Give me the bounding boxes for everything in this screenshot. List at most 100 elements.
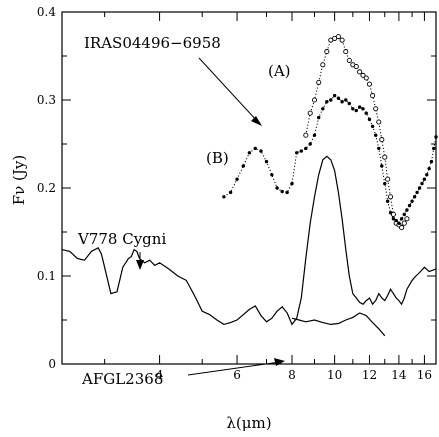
data-point-filled xyxy=(422,177,427,181)
data-point-filled xyxy=(361,107,365,111)
data-point-filled xyxy=(367,117,372,122)
data-point-open xyxy=(343,49,349,55)
data-point-open xyxy=(387,194,394,200)
data-point-open xyxy=(324,49,330,55)
data-point-open xyxy=(353,64,359,70)
data-point-filled xyxy=(397,221,401,225)
data-point-filled xyxy=(329,98,333,102)
data-point-filled xyxy=(275,186,279,190)
data-point-open xyxy=(307,110,313,116)
x-tick-label: 12 xyxy=(362,368,377,382)
data-point-open xyxy=(370,93,376,99)
data-point-open xyxy=(339,37,345,43)
series-line-1 xyxy=(291,312,386,337)
data-point-open xyxy=(357,69,363,75)
data-point-open xyxy=(379,137,385,143)
data-point-filled xyxy=(410,199,414,203)
data-point-filled xyxy=(380,164,384,168)
data-point-filled xyxy=(344,98,348,102)
data-point-filled xyxy=(285,190,289,195)
data-point-open xyxy=(360,72,366,78)
data-point-filled xyxy=(304,146,308,151)
data-point-filled xyxy=(391,217,396,221)
data-point-open xyxy=(376,119,382,125)
data-point-filled xyxy=(280,189,284,194)
y-tick-label: 0.1 xyxy=(37,269,56,283)
data-point-filled xyxy=(347,101,352,106)
data-point-filled xyxy=(321,107,325,111)
data-point-open xyxy=(401,220,407,226)
data-point-open xyxy=(346,57,352,63)
arrow-iras-head xyxy=(251,116,262,126)
x-tick-label: 16 xyxy=(417,368,432,382)
data-point-filled xyxy=(412,195,417,199)
data-point-filled xyxy=(228,190,233,195)
data-point-filled xyxy=(377,146,381,151)
data-point-open xyxy=(385,176,391,182)
data-point-filled xyxy=(290,181,294,186)
data-point-filled xyxy=(222,195,226,199)
data-point-filled xyxy=(407,203,412,208)
data-point-filled xyxy=(247,151,252,155)
data-point-open xyxy=(311,97,318,103)
data-point-filled xyxy=(405,208,409,212)
data-point-filled xyxy=(420,181,424,186)
x-tick-label: 8 xyxy=(288,368,296,382)
data-point-filled xyxy=(394,218,398,223)
data-point-filled xyxy=(295,151,299,155)
data-point-filled xyxy=(351,107,355,111)
data-point-filled xyxy=(336,96,341,100)
data-point-filled xyxy=(317,115,321,120)
data-point-open xyxy=(373,106,379,112)
series-layer xyxy=(61,34,438,337)
y-tick-label: 0.3 xyxy=(37,93,56,107)
y-axis-label: Fν (Jy) xyxy=(10,155,28,206)
data-point-filled xyxy=(434,135,438,139)
data-point-filled xyxy=(241,164,246,168)
arrow-v778-head xyxy=(136,260,144,270)
data-point-open xyxy=(399,225,405,231)
y-tick-label: 0.2 xyxy=(37,181,56,195)
data-point-filled xyxy=(425,173,429,177)
arrow-afgl xyxy=(187,361,281,376)
axis-ticks: 4 6 8 10 12 14 16 0 0.1 0.2 0.3 0.4 xyxy=(37,5,437,382)
data-point-filled xyxy=(402,212,406,217)
data-point-open xyxy=(404,216,410,222)
data-point-open xyxy=(303,132,309,138)
annotation-a: (A) xyxy=(268,62,291,80)
data-point-filled xyxy=(312,133,317,137)
annotation-v778: V778 Cygni xyxy=(77,230,166,248)
data-point-filled xyxy=(264,159,269,164)
data-point-filled xyxy=(399,217,404,221)
data-point-filled xyxy=(429,159,434,164)
data-point-filled xyxy=(427,166,431,171)
arrow-afgl-head xyxy=(274,358,285,366)
data-point-filled xyxy=(299,149,304,153)
data-point-open xyxy=(335,34,341,40)
annotation-layer: IRAS04496−6958 (A) (B) V778 Cygni AFGL23… xyxy=(77,34,291,388)
data-point-open xyxy=(363,75,369,81)
data-point-filled xyxy=(357,105,362,109)
y-tick-label: 0.4 xyxy=(37,5,56,19)
data-point-filled xyxy=(383,181,387,186)
data-point-filled xyxy=(235,177,239,181)
series-line-3 xyxy=(223,94,437,224)
axis-labels: λ(μm) Fν (Jy) xyxy=(10,155,272,432)
y-tick-label: 0 xyxy=(48,357,56,371)
arrow-iras xyxy=(198,57,259,123)
data-point-filled xyxy=(253,146,257,151)
data-point-filled xyxy=(270,173,274,177)
x-tick-label: 10 xyxy=(327,368,342,382)
data-point-filled xyxy=(259,149,263,153)
data-point-filled xyxy=(415,190,419,195)
data-point-filled xyxy=(364,111,368,115)
data-point-open xyxy=(366,81,373,87)
data-point-filled xyxy=(340,100,344,104)
data-point-filled xyxy=(388,210,393,215)
annotation-afgl: AFGL2368 xyxy=(81,370,163,388)
annotation-b: (B) xyxy=(206,149,229,167)
series-line-0 xyxy=(61,155,437,326)
data-point-filled xyxy=(354,108,358,113)
